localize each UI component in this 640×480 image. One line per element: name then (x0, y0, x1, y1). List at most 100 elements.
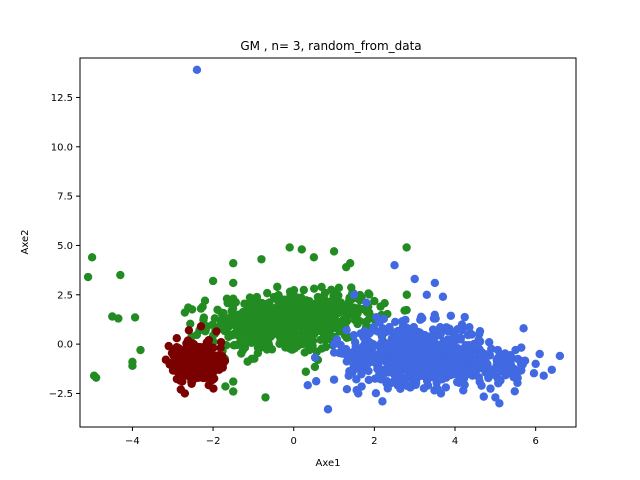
scatter-point (355, 316, 364, 326)
scatter-point (468, 341, 478, 351)
scatter-point (273, 282, 282, 292)
scatter-point (309, 284, 319, 293)
scatter-point (342, 385, 352, 394)
scatter-point (547, 365, 556, 374)
scatter-point (251, 313, 261, 323)
scatter-point (472, 356, 481, 365)
scatter-point (474, 335, 483, 344)
scatter-point (196, 322, 206, 331)
scatter-point (479, 392, 488, 401)
scatter-point (317, 344, 326, 353)
scatter-point (390, 352, 399, 362)
scatter-point (291, 297, 301, 306)
scatter-point (441, 383, 451, 392)
scatter-point (374, 373, 383, 383)
scatter-point (199, 313, 209, 322)
scatter-point (504, 367, 514, 376)
x-tick-label: −4 (125, 436, 140, 447)
scatter-point (128, 361, 137, 371)
scatter-point (362, 298, 371, 307)
scatter-point (417, 344, 427, 353)
scatter-point (485, 351, 495, 360)
scatter-point (303, 305, 312, 314)
scatter-point (329, 339, 339, 349)
x-axis: −4 −2 0 2 4 6 (125, 427, 539, 447)
scatter-point (91, 373, 101, 382)
scatter-point (306, 320, 316, 329)
scatter-point (446, 311, 456, 320)
scatter-point (187, 355, 196, 364)
scatter-point (323, 405, 333, 414)
scatter-point (301, 367, 311, 376)
scatter-point (352, 375, 361, 384)
scatter-point (274, 290, 283, 300)
scatter-point (439, 359, 449, 368)
scatter-point (555, 351, 565, 361)
scatter-point (373, 364, 382, 374)
scatter-point (280, 305, 290, 314)
scatter-point (130, 313, 140, 322)
scatter-point (335, 327, 344, 336)
y-axis: −2.5 0.0 2.5 5.0 7.5 10.0 12.5 (49, 93, 80, 400)
scatter-point (210, 314, 220, 323)
scatter-point (467, 330, 476, 339)
scatter-point (329, 247, 339, 256)
scatter-point (403, 323, 412, 333)
scatter-point (456, 355, 466, 364)
scatter-point (402, 243, 411, 252)
y-tick-label: 7.5 (57, 192, 73, 203)
scatter-point (240, 299, 249, 308)
scatter-point (393, 361, 402, 370)
scatter-point (535, 349, 544, 359)
scatter-point (481, 368, 490, 377)
scatter-point (330, 288, 340, 297)
scatter-point (188, 376, 197, 386)
scatter-point (529, 369, 539, 378)
scatter-point (344, 371, 353, 380)
scatter-point (221, 382, 230, 391)
scatter-point (310, 327, 319, 337)
scatter-point (324, 302, 333, 311)
scatter-point (297, 245, 306, 254)
scatter-point (428, 325, 438, 334)
scatter-point (371, 388, 381, 398)
scatter-point (314, 301, 323, 310)
scatter-point (442, 339, 451, 349)
scatter-point (186, 319, 195, 328)
scatter-point (296, 310, 305, 319)
scatter-point (372, 313, 381, 322)
scatter-point (486, 384, 495, 393)
scatter-point (253, 343, 263, 352)
scatter-point (342, 325, 351, 335)
scatter-point (350, 290, 359, 299)
scatter-point (282, 333, 291, 343)
scatter-point (329, 375, 339, 384)
scatter-point (362, 360, 371, 370)
scatter-point (178, 363, 188, 373)
scatter-point (309, 253, 319, 262)
scatter-point (328, 310, 337, 319)
scatter-point (258, 322, 267, 332)
scatter-point (385, 322, 394, 332)
scatter-point (378, 397, 387, 406)
scatter-point (238, 321, 248, 331)
scatter-point (345, 296, 354, 305)
scatter-point (252, 302, 262, 312)
scatter-point (341, 344, 351, 354)
scatter-point (180, 308, 190, 317)
scatter-point (520, 356, 530, 365)
scatter-point (265, 298, 274, 307)
x-tick-label: 6 (532, 436, 538, 447)
scatter-point (391, 327, 400, 337)
scatter-point (378, 324, 388, 333)
x-tick-label: 2 (371, 436, 377, 447)
scatter-point (311, 377, 321, 386)
scatter-point (263, 288, 272, 298)
y-tick-label: 12.5 (51, 93, 73, 104)
scatter-point (402, 290, 411, 299)
scatter-point (495, 399, 504, 408)
scatter-point (478, 361, 487, 370)
scatter-point (431, 314, 440, 323)
scatter-point (229, 278, 238, 288)
scatter-point (349, 361, 358, 370)
